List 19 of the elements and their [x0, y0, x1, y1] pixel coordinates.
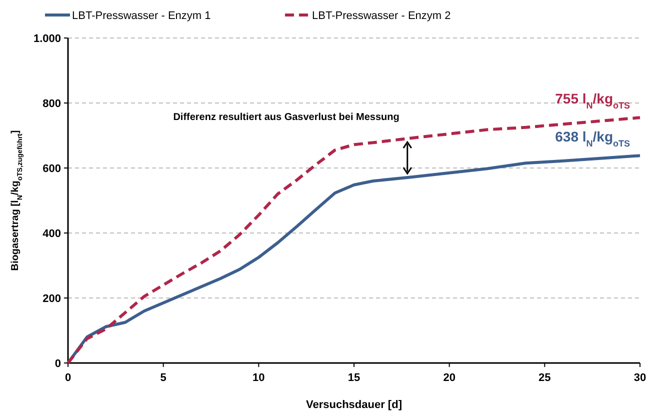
y-tick-label: 600: [42, 162, 61, 175]
y-tick-label: 200: [42, 292, 61, 305]
annotation: Differenz resultiert aus Gasverlust bei Messung: [173, 112, 400, 124]
y-tick-label: 400: [42, 228, 61, 240]
y-tick-label: 1.000: [33, 32, 61, 45]
x-tick-label: 30: [634, 372, 646, 384]
x-tick-label: 0: [64, 372, 72, 384]
legend-label: LBT-Presswasser - Enzym 2: [312, 10, 451, 22]
x-tick-label: 10: [252, 372, 265, 384]
x-axis-title: Versuchsdauer [d]: [306, 399, 402, 411]
y-tick-label: 800: [42, 98, 61, 110]
x-tick-label: 20: [443, 372, 456, 384]
legend-label: LBT-Presswasser - Enzym 1: [72, 10, 211, 22]
x-tick-label: 5: [160, 372, 166, 384]
annotation: 755 l$_{N}$/kg$_{oTS}$: [555, 90, 630, 111]
y-tick-label: 0: [54, 358, 61, 370]
x-tick-label: 15: [348, 372, 360, 384]
annotation: 638 l$_{N}$/kg$_{oTS}$: [555, 128, 630, 149]
x-tick-label: 25: [538, 372, 551, 384]
